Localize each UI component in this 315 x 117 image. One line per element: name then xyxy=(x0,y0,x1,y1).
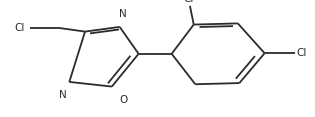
Text: Cl: Cl xyxy=(184,0,194,4)
Text: N: N xyxy=(119,9,127,19)
Text: O: O xyxy=(120,95,128,105)
Text: Cl: Cl xyxy=(296,48,306,58)
Text: N: N xyxy=(59,90,67,100)
Text: Cl: Cl xyxy=(14,23,25,33)
